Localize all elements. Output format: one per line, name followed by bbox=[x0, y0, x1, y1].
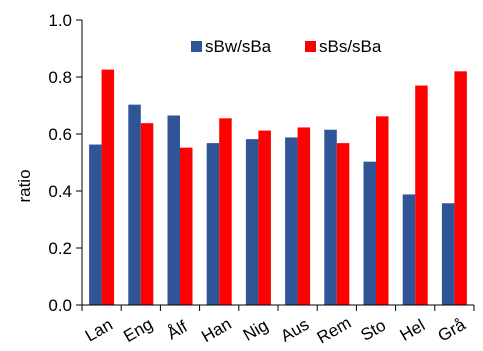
bar-sbs-sba bbox=[219, 118, 232, 305]
bar-sbw-sba bbox=[441, 203, 455, 305]
bar-sbw-sba bbox=[402, 194, 416, 305]
bar-sbw-sba bbox=[245, 139, 259, 305]
legend-label: sBs/sBa bbox=[319, 37, 382, 56]
legend-swatch bbox=[191, 41, 202, 52]
bar-sbs-sba bbox=[376, 116, 389, 305]
bar-sbw-sba bbox=[324, 129, 337, 305]
x-tick-label: Sto bbox=[357, 316, 389, 345]
x-tick-label: Rem bbox=[314, 313, 355, 347]
y-tick-label: 0.8 bbox=[48, 68, 72, 87]
y-axis-ticks: 0.0 0.2 0.4 0.6 0.8 1.0 bbox=[48, 11, 82, 315]
bars bbox=[89, 69, 467, 306]
bar-sbw-sba bbox=[285, 137, 298, 305]
bar-sbw-sba bbox=[89, 144, 102, 305]
bar-sbs-sba bbox=[336, 143, 350, 305]
bar-sbs-sba bbox=[101, 69, 115, 305]
bar-sbw-sba bbox=[167, 115, 180, 305]
axes bbox=[81, 20, 475, 311]
x-tick-label: Nig bbox=[240, 316, 272, 345]
x-axis-labels: Lan Eng Ålf Han Nig Aus Rem Sto Hel Grå bbox=[82, 313, 469, 347]
x-tick-label: Lan bbox=[82, 315, 116, 346]
y-tick-label: 1.0 bbox=[48, 11, 72, 30]
bar-sbw-sba bbox=[206, 143, 220, 305]
x-tick-label: Han bbox=[198, 314, 235, 346]
bar-sbs-sba bbox=[415, 85, 428, 305]
legend-swatch bbox=[305, 41, 316, 52]
x-tick-label: Ålf bbox=[164, 317, 191, 344]
bar-sbs-sba bbox=[180, 147, 193, 305]
bar-sbw-sba bbox=[363, 161, 376, 305]
bar-sbs-sba bbox=[454, 71, 467, 305]
y-tick-label: 0.4 bbox=[48, 182, 72, 201]
bar-sbs-sba bbox=[140, 123, 154, 305]
legend: sBw/sBa sBs/sBa bbox=[191, 37, 382, 56]
x-tick-label: Hel bbox=[397, 316, 429, 345]
y-tick-label: 0.2 bbox=[48, 239, 72, 258]
bar-sbs-sba bbox=[297, 127, 311, 305]
bar-sbs-sba bbox=[258, 130, 271, 305]
y-tick-label: 0.0 bbox=[48, 296, 72, 315]
x-tick-label: Eng bbox=[120, 314, 156, 346]
y-axis-title: ratio bbox=[15, 169, 34, 202]
x-tick-label: Aus bbox=[277, 315, 312, 346]
y-tick-label: 0.6 bbox=[48, 125, 72, 144]
x-tick-label: Grå bbox=[435, 315, 470, 346]
legend-label: sBw/sBa bbox=[205, 37, 272, 56]
bar-sbw-sba bbox=[128, 104, 141, 306]
